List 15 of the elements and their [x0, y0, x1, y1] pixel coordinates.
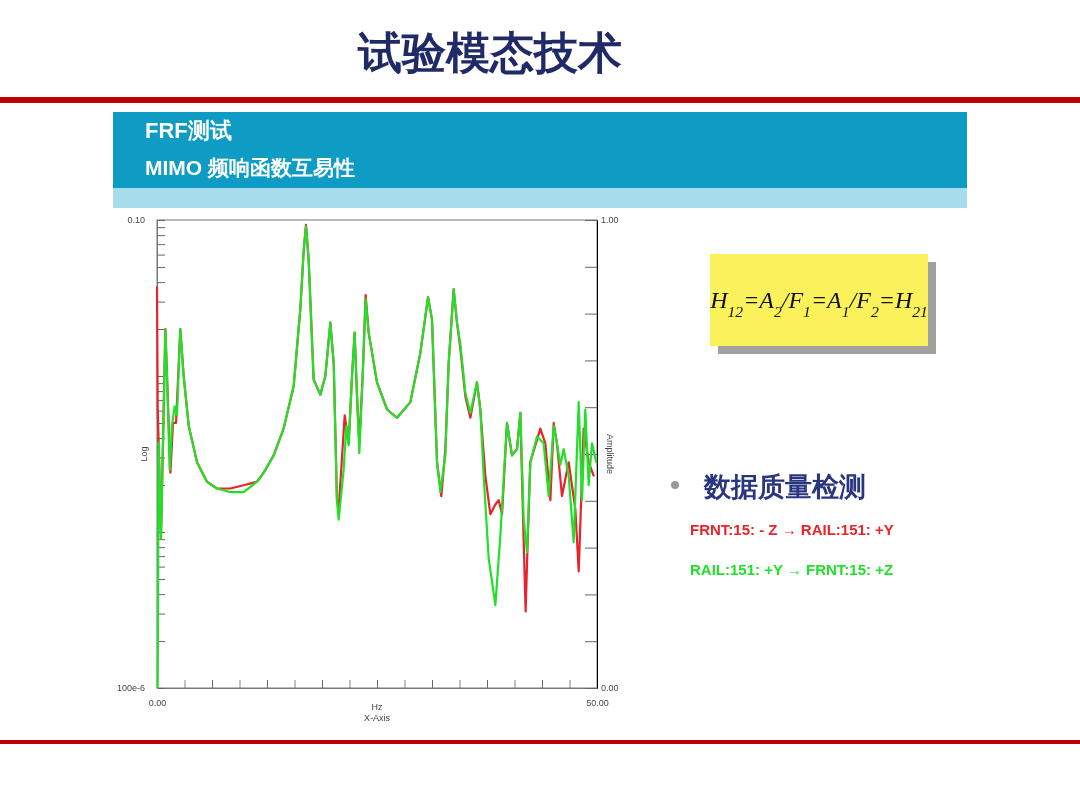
y-tick-label: 0.10: [127, 215, 145, 226]
chart-subtitle: FRF测试: [145, 118, 232, 143]
chart-title: 试验模态技术: [357, 27, 622, 78]
text: RAIL:151: +Y → FRNT:15: +Z: [690, 561, 894, 578]
y2-tick-label: 1.00: [601, 215, 619, 226]
y2-axis-title: Amplitude: [605, 433, 615, 475]
text: H$_{12}$=A$_{2}$/F$_{1}$=A$_{1}$/F$_{2}$=H$_{21}$: [710, 287, 928, 320]
text: 数据质量检测: [703, 472, 866, 502]
text: FRNT:15: - Z → RAIL:151: +Y: [690, 521, 894, 538]
text: MIMO 频响函数互易性: [145, 156, 355, 179]
x-axis-title: Hz X-Axis: [363, 702, 391, 723]
y-axis-title: Log: [139, 446, 149, 462]
x-tick-label: 50.00: [586, 698, 609, 709]
y2-tick-label: 0.00: [601, 683, 619, 694]
y-tick-label: 100e-6: [116, 683, 145, 694]
